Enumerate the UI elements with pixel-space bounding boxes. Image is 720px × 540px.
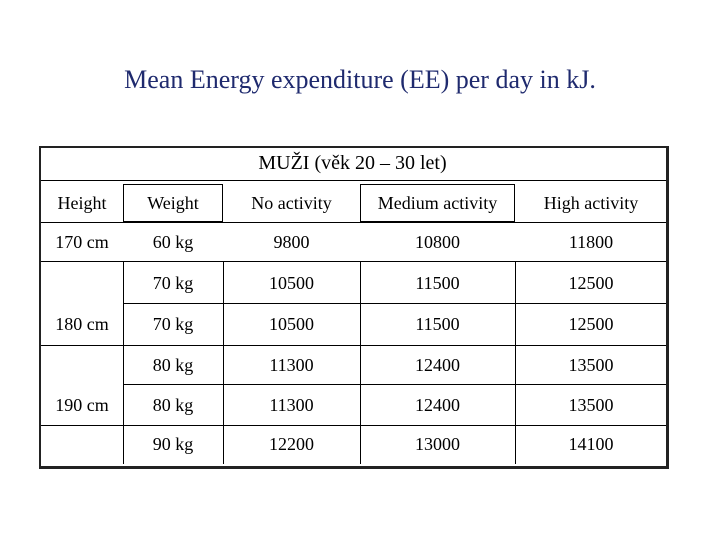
cell-medium-activity: 13000 xyxy=(415,434,460,454)
cell-medium-activity: 11500 xyxy=(415,273,460,293)
header-medium-activity: Medium activity xyxy=(360,184,515,222)
grid-line xyxy=(123,303,666,304)
cell-no-activity: 10500 xyxy=(269,273,314,293)
table-caption: MUŽI (věk 20 – 30 let) xyxy=(258,152,447,174)
cell-high-activity: 12500 xyxy=(568,314,614,334)
grid-line xyxy=(223,261,224,464)
cell-height xyxy=(41,425,123,464)
grid-line xyxy=(360,261,361,464)
cell-no-activity: 11300 xyxy=(269,394,314,415)
cell-height xyxy=(41,263,123,304)
grid-line xyxy=(123,384,666,385)
cell-high-activity: 12500 xyxy=(568,273,614,293)
cell-weight: 60 kg xyxy=(152,232,194,252)
header-no-activity: No activity xyxy=(251,192,332,213)
cell-weight: 70 kg xyxy=(152,273,194,293)
cell-no-activity: 10500 xyxy=(269,314,314,334)
grid-line xyxy=(41,180,666,181)
cell-medium-activity: 12400 xyxy=(415,354,460,375)
cell-high-activity: 14100 xyxy=(568,434,614,454)
header-high-activity: High activity xyxy=(543,192,639,213)
grid-line xyxy=(41,261,666,262)
header-height: Height xyxy=(57,192,107,213)
table-frame xyxy=(39,146,669,469)
cell-no-activity: 11300 xyxy=(269,354,314,375)
grid-line xyxy=(41,425,666,426)
cell-medium-activity: 12400 xyxy=(415,394,460,415)
cell-medium-activity: 11500 xyxy=(415,314,460,334)
cell-high-activity: 13500 xyxy=(568,394,614,415)
grid-line xyxy=(123,261,124,464)
cell-no-activity: 12200 xyxy=(269,434,314,454)
grid-line xyxy=(41,345,666,346)
cell-weight: 90 kg xyxy=(152,434,194,454)
cell-medium-activity: 10800 xyxy=(415,232,460,252)
grid-line xyxy=(515,261,516,464)
cell-height: 190 cm xyxy=(55,394,109,415)
cell-weight: 70 kg xyxy=(152,314,194,334)
cell-height: 180 cm xyxy=(55,314,109,334)
cell-high-activity: 11800 xyxy=(568,232,614,252)
cell-weight: 80 kg xyxy=(152,394,194,415)
header-weight: Weight xyxy=(123,184,223,222)
slide-title: Mean Energy expenditure (EE) per day in … xyxy=(124,65,596,94)
cell-no-activity: 9800 xyxy=(273,232,310,252)
cell-weight: 80 kg xyxy=(152,354,194,375)
cell-high-activity: 13500 xyxy=(568,354,614,375)
grid-line xyxy=(41,222,666,223)
cell-height: 170 cm xyxy=(55,232,109,252)
cell-height xyxy=(41,345,123,385)
